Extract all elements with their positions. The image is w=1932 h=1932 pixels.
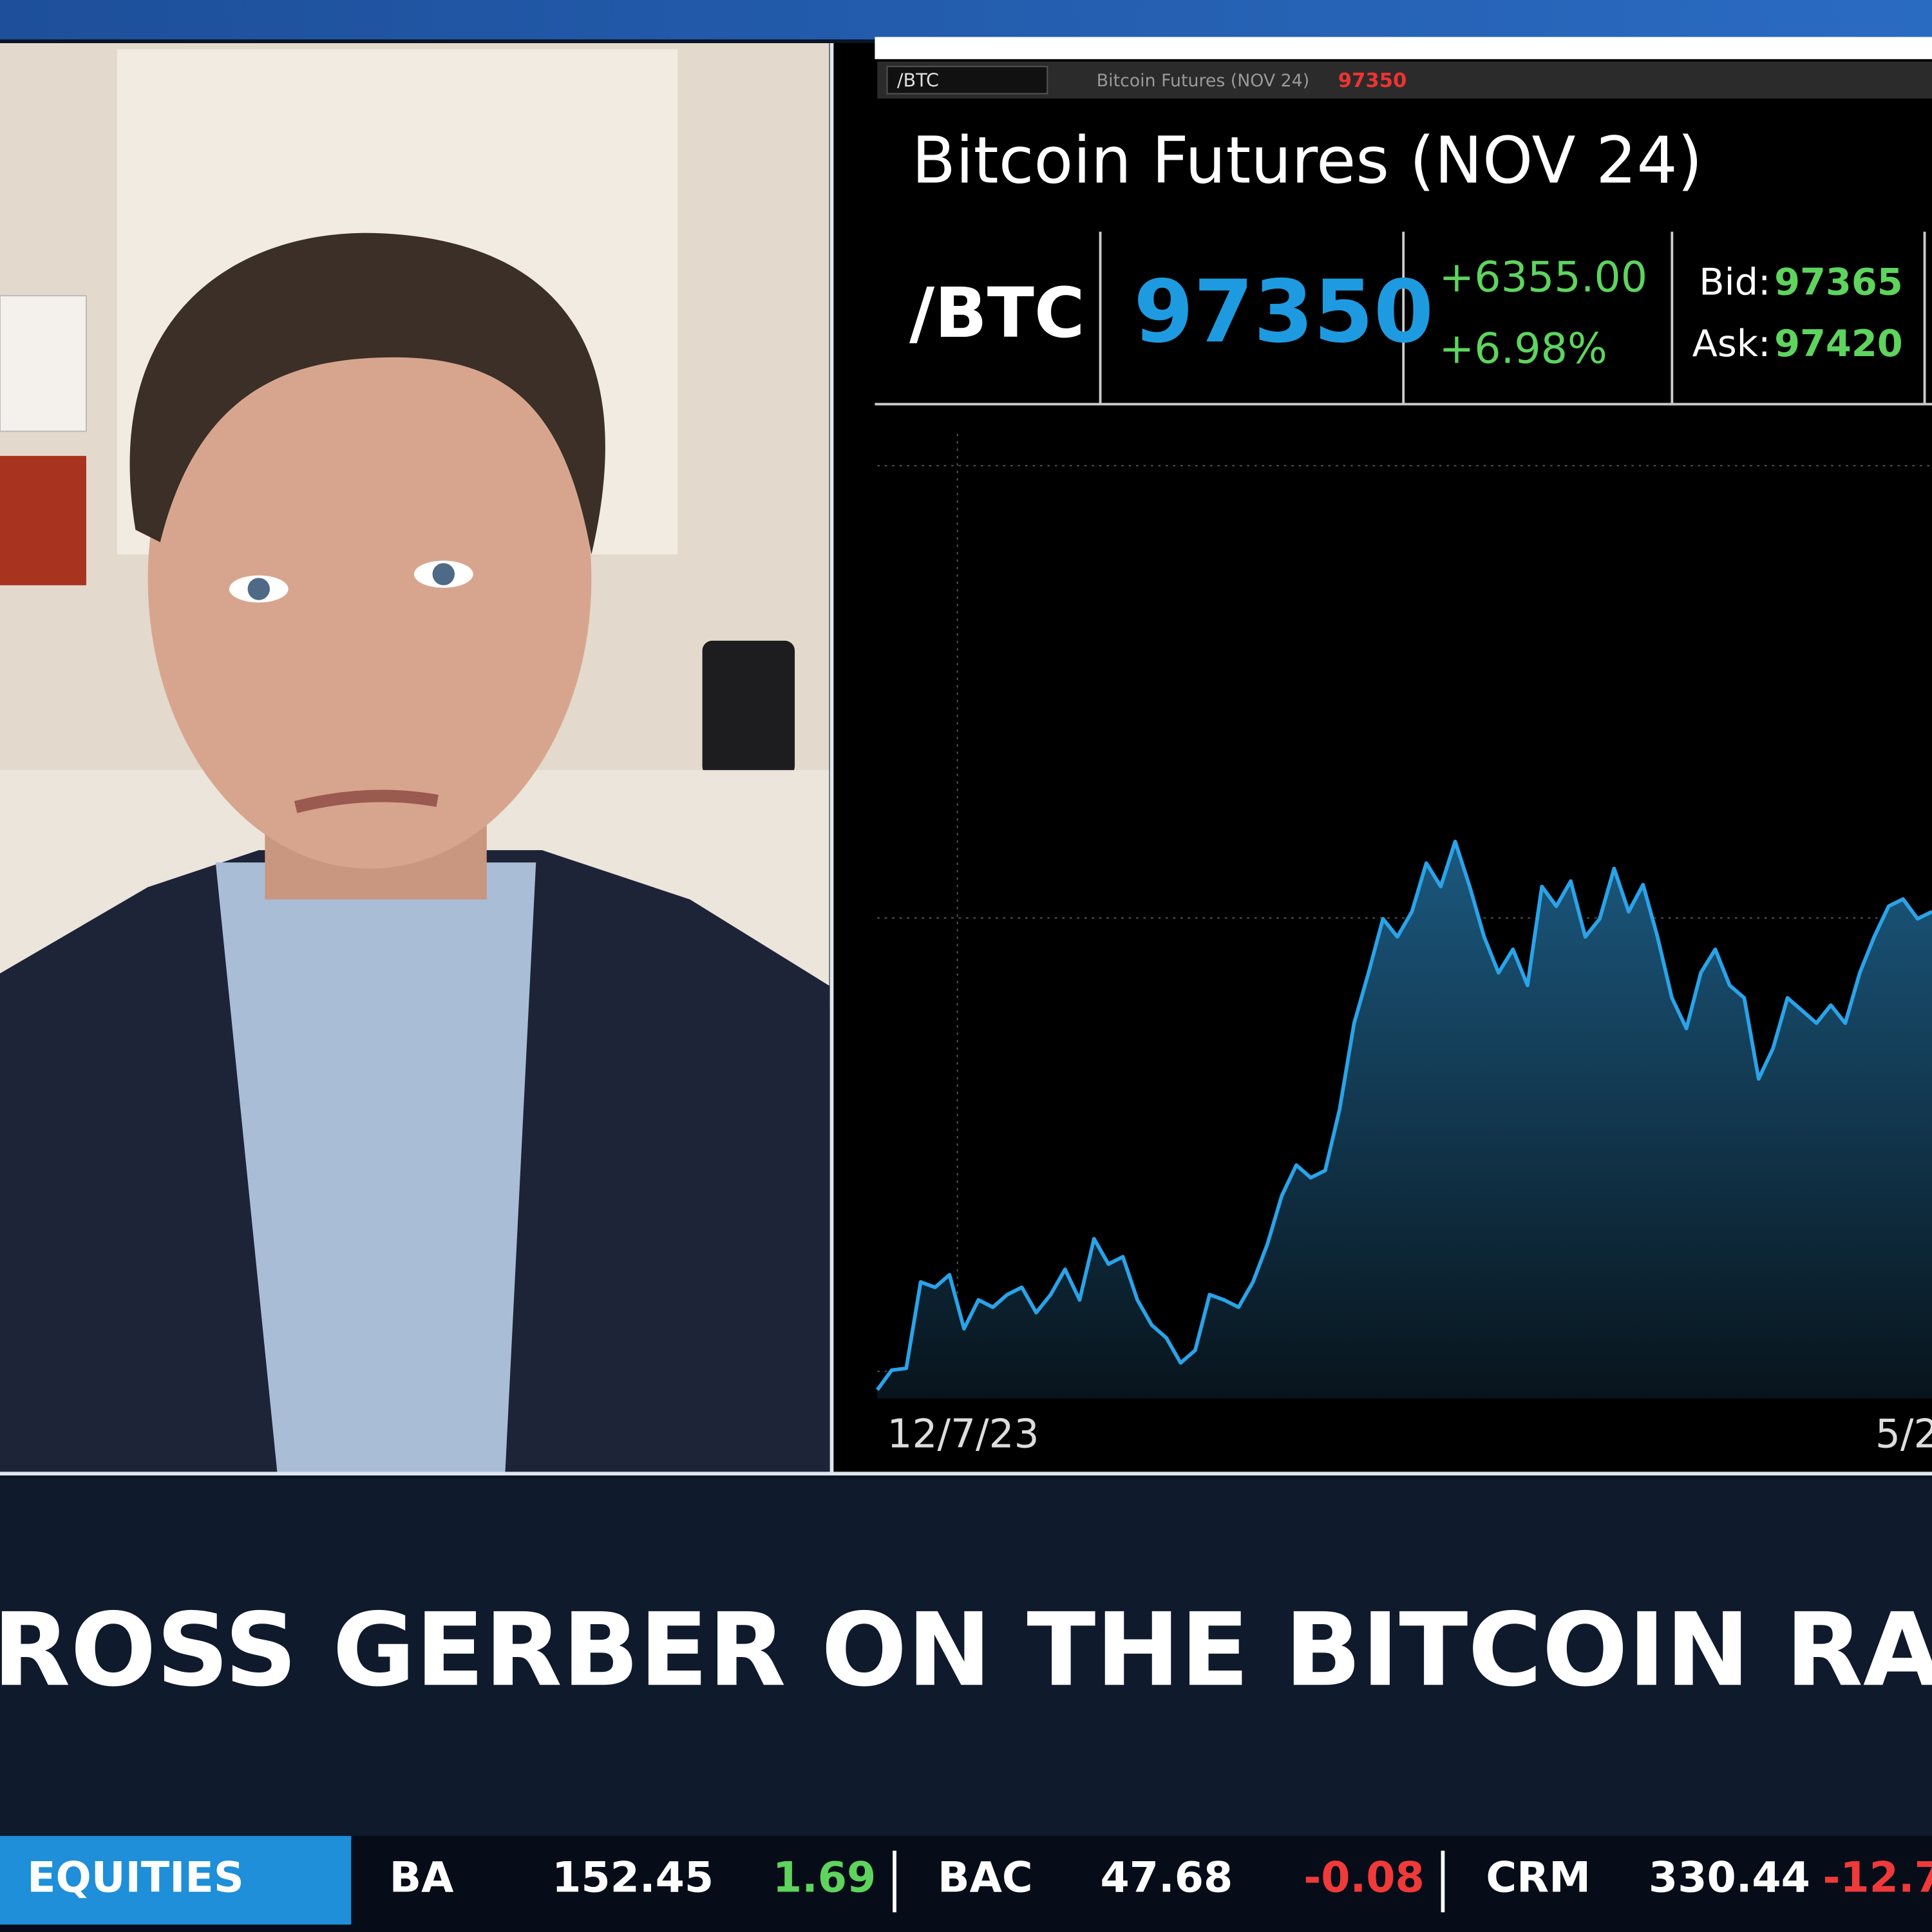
bid: 97365: [1774, 261, 1903, 304]
ticker-items: BA 152.45 1.69 BAC 47.68 -0.08 CRM 330.44 -12.74: [390, 1850, 1932, 1913]
price-line: [875, 839, 1932, 1391]
video-feed: [0, 43, 829, 1473]
iris: [247, 578, 270, 600]
ask-label: Ask:: [1692, 322, 1771, 365]
top-bar: [0, 0, 1932, 40]
toolbar-symbol: /BTC: [897, 69, 939, 91]
toolbar-last: 97350: [1338, 70, 1406, 92]
speaker: [702, 640, 795, 777]
quote-last: 97350: [1133, 261, 1434, 362]
ticker-symbol: BAC: [938, 1854, 1033, 1902]
ask: 97420: [1774, 322, 1903, 365]
ticker-price: 152.45: [552, 1854, 714, 1902]
face: [147, 289, 592, 869]
shirt: [215, 862, 536, 1473]
hair: [129, 232, 605, 554]
ticker-change: -0.08: [1303, 1854, 1424, 1902]
price-chart: 12/7/23 5/2: [875, 433, 1932, 1457]
ticker-symbol: CRM: [1486, 1854, 1591, 1902]
lower-third: [0, 1478, 1932, 1836]
x-label: 5/2: [1875, 1411, 1932, 1457]
net-change: +6355.00: [1439, 253, 1648, 301]
x-label: 12/7/23: [887, 1411, 1039, 1457]
quote-title: Bitcoin Futures (NOV 24): [912, 124, 1703, 198]
picture-frame: [0, 295, 87, 432]
ticker-price: 47.68: [1101, 1854, 1233, 1902]
toolbar-description: Bitcoin Futures (NOV 24): [1097, 71, 1309, 91]
ticker-label: EQUITIES: [27, 1854, 244, 1902]
ticker-price: 330.44: [1649, 1854, 1810, 1902]
ticker-change: -12.74: [1823, 1854, 1932, 1902]
price-area: [877, 841, 1932, 1399]
toolbar: [877, 61, 1932, 99]
ticker-change: 1.69: [773, 1854, 876, 1902]
headline: ROSS GERBER ON THE BITCOIN RALLY: [0, 1591, 1932, 1709]
iris: [432, 563, 455, 585]
window-titlebar: [875, 37, 1932, 59]
painting: [0, 455, 86, 585]
ticker-label-box: [0, 1835, 352, 1925]
percent-change: +6.98%: [1439, 325, 1607, 373]
quote-symbol: /BTC: [909, 274, 1084, 354]
ticker-symbol: BA: [390, 1854, 455, 1902]
plot-area: [875, 839, 1932, 1399]
symbol-box: [886, 66, 1048, 95]
bid-label: Bid:: [1699, 261, 1770, 304]
mouth: [294, 790, 439, 813]
